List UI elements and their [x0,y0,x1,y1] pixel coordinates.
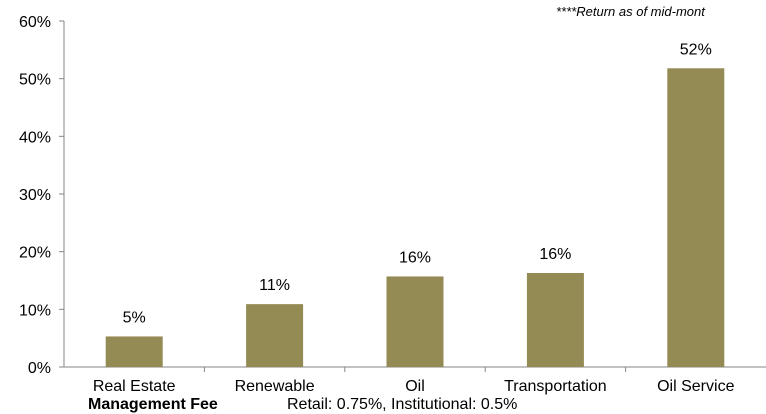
data-label: 16% [399,249,431,266]
bar [667,68,725,367]
data-label: 16% [539,246,571,263]
management-fee-label: Management Fee [88,396,218,413]
data-label: 5% [123,309,146,326]
y-tick-label: 50% [19,72,51,89]
management-fee-value: Retail: 0.75%, Institutional: 0.5% [287,396,518,413]
x-category-label: Oil [405,378,425,395]
data-label: 11% [259,277,290,294]
bar [386,276,444,367]
x-category-label: Transportation [504,378,607,395]
chart-annotation: ****Return as of mid-mont [556,4,705,19]
y-tick-label: 10% [19,302,51,319]
x-category-label: Oil Service [657,378,734,395]
bar-chart: 0% 10% 20% 30% 40% 50% 60% 5% Real Estate 11% Rene… [19,14,766,395]
y-tick-label: 20% [19,245,51,262]
data-label: 52% [680,41,712,58]
x-category-label: Real Estate [93,378,176,395]
y-tick-label: 60% [19,14,51,31]
bar [526,273,584,367]
y-tick-label: 0% [28,360,51,377]
bar [246,304,304,367]
y-tick-label: 40% [19,129,51,146]
y-tick-label: 30% [19,187,51,204]
x-category-label: Renewable [235,378,315,395]
bar [105,336,163,367]
